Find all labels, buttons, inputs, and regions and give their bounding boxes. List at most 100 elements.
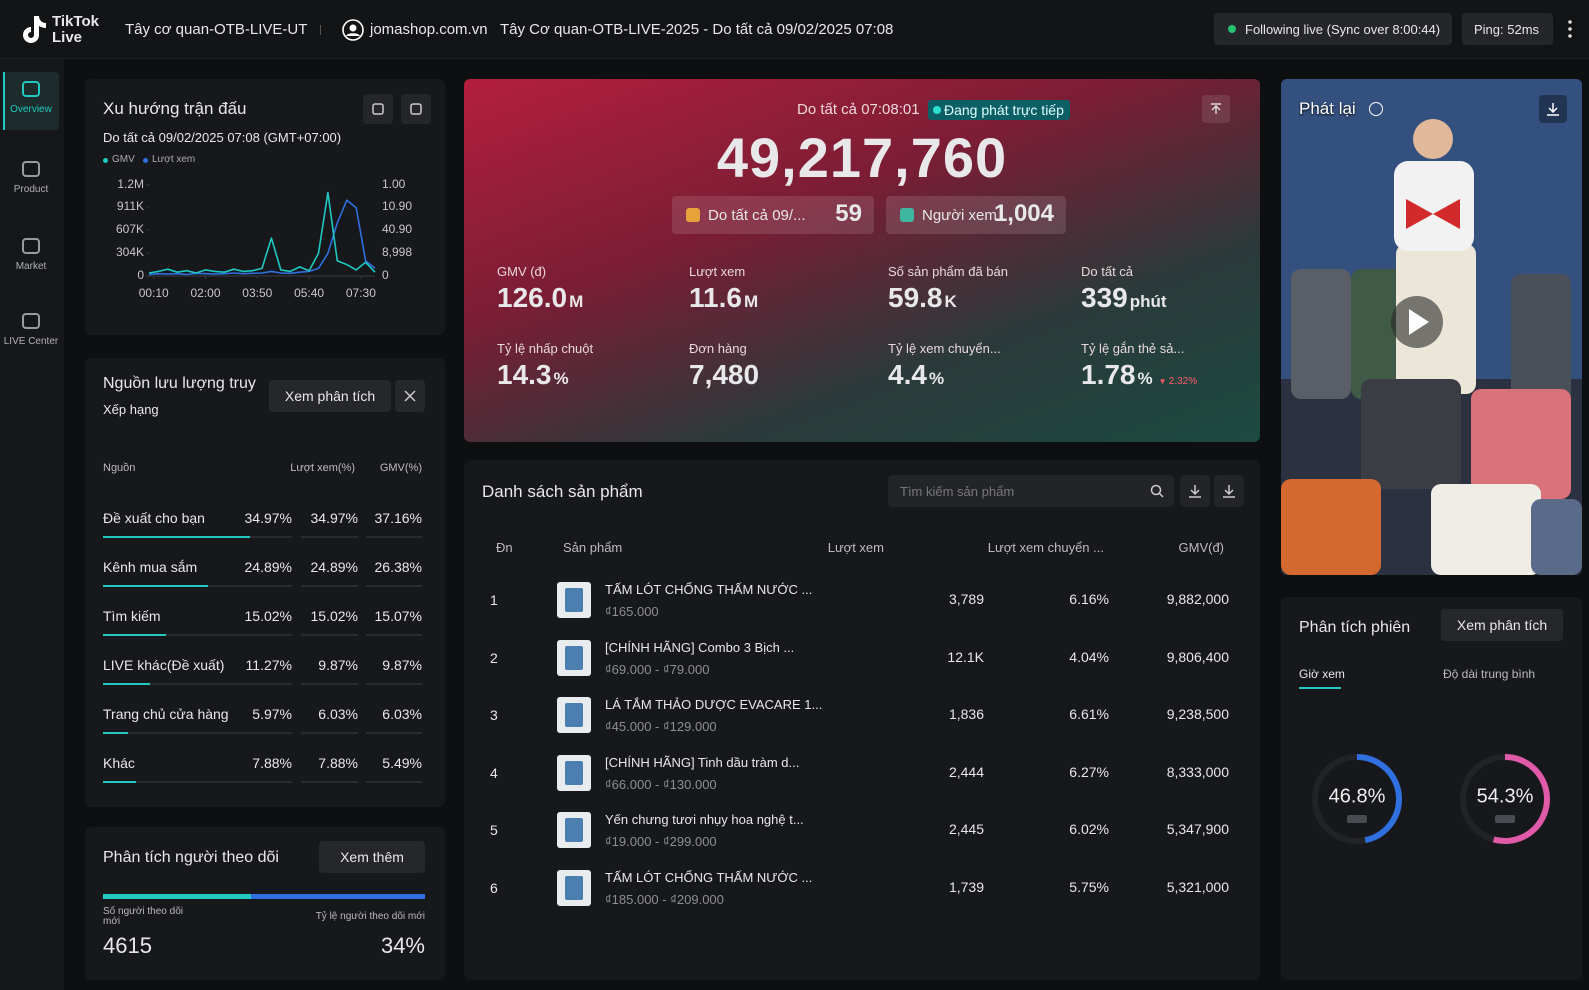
user-icon	[342, 19, 364, 41]
icon-button[interactable]	[1180, 475, 1210, 507]
user-icon-body	[346, 33, 360, 37]
metric-unit: M	[569, 292, 584, 311]
metric-label: Đơn hàng	[689, 341, 747, 356]
chip-icon	[686, 208, 700, 222]
progress-track	[301, 683, 358, 685]
logo-text: Live	[52, 29, 83, 46]
icon-button[interactable]	[401, 94, 431, 124]
play-triangle	[1409, 309, 1429, 335]
progress-bar	[103, 732, 129, 734]
gauge-label: 54.3%	[1477, 785, 1534, 807]
thumb-art	[565, 818, 583, 842]
logo-shape	[23, 16, 46, 43]
nav-item[interactable]: LIVE Center	[3, 304, 59, 362]
gmv: 5,347,900	[1166, 821, 1229, 837]
source-value: 37.16%	[374, 510, 422, 526]
x-tick-label: 05:40	[294, 286, 324, 300]
nav-label: LIVE Center	[3, 336, 59, 347]
product-thumb	[557, 639, 591, 676]
metric-value: 59.8 K	[888, 282, 957, 314]
y-tick-label: 607K	[116, 222, 144, 236]
search-box[interactable]: Tìm kiếm sản phẩm	[888, 475, 1174, 507]
metric-label: GMV (đ)	[497, 264, 547, 279]
more-menu	[1568, 20, 1572, 38]
gmv: 9,806,400	[1166, 648, 1229, 665]
product-thumb	[557, 582, 591, 618]
metric-label: Tỷ lệ xem chuyển...	[888, 341, 1001, 356]
nav-icon-shape	[22, 161, 40, 177]
tab[interactable]: Độ dài trung bình	[1443, 667, 1536, 681]
metric-number: 11.6	[689, 282, 742, 313]
source-name: LIVE khác(Đề xuất)	[103, 657, 225, 673]
total-gmv: 49,217,760	[716, 126, 1008, 189]
progress-track	[103, 634, 292, 636]
source-value: 5.49%	[382, 755, 422, 771]
luggage	[1471, 389, 1571, 499]
shop-name[interactable]: jomashop.com.vn	[370, 21, 488, 38]
gmv: 8,333,000	[1166, 763, 1229, 780]
metric-number: 1.78	[1081, 359, 1136, 390]
user-icon-head	[349, 24, 357, 32]
stat-chip: Do tất cả 09/... 59	[672, 196, 874, 234]
product-name: TẤM LÓT CHỐNG THẤM NƯỚC ...	[605, 869, 813, 885]
gauge-sub	[1347, 815, 1367, 823]
thumb-art	[565, 760, 583, 785]
y2-tick-label: 0	[382, 268, 389, 282]
source-value: 15.02%	[244, 608, 292, 624]
source-value: 34.97%	[244, 510, 292, 526]
tab-underline	[1299, 687, 1341, 689]
analyze-button[interactable]: Xem phân tích	[1441, 609, 1563, 641]
download-icon	[1547, 103, 1559, 116]
more-button[interactable]: Xem thêm	[319, 841, 425, 873]
chip-label: Người xem	[922, 207, 997, 224]
follower-card: Phân tích người theo dõi Xem thêm Số người…	[85, 827, 445, 980]
x-tick-label: 03:50	[242, 286, 272, 300]
gmv: 9,882,000	[1166, 591, 1229, 607]
nav-item[interactable]: Product	[3, 152, 59, 210]
product-name: [CHÍNH HÃNG] Tinh dầu tràm d...	[605, 754, 800, 770]
analyze-button[interactable]: Xem phân tích	[269, 380, 391, 412]
source-value: 15.07%	[374, 608, 422, 624]
x-tick-label: 07:30	[346, 286, 376, 300]
column-header: Nguồn	[103, 462, 136, 474]
button-icon	[1189, 485, 1201, 498]
metric-value: 4.4%	[888, 359, 944, 391]
chip-value: 1,004	[993, 200, 1054, 227]
source-value: 11.27%	[245, 657, 292, 673]
progress-track	[103, 781, 292, 783]
person-body	[1394, 161, 1474, 251]
live-time: Do tất cả 07:08:01	[797, 101, 920, 118]
thumb-art	[565, 588, 583, 612]
source-name: Tìm kiếm	[103, 608, 161, 624]
search-icon	[1150, 484, 1164, 498]
icon-button[interactable]	[363, 94, 393, 124]
nav-icon	[22, 238, 40, 254]
gmv: 5,321,000	[1166, 878, 1229, 895]
nav-label: Market	[15, 261, 47, 272]
views: 2,445	[948, 821, 984, 837]
source-value: 6.03%	[318, 706, 358, 722]
tab[interactable]: Giờ xem	[1299, 667, 1345, 681]
rank: 4	[490, 764, 498, 781]
product-thumb	[557, 812, 591, 848]
thumb-art	[565, 703, 583, 727]
icon-button[interactable]	[1214, 475, 1244, 507]
product-card: Danh sách sản phẩm Tìm kiếm sản phẩm Đn Sản…	[464, 460, 1260, 980]
stat-chip: Người xem 1,004	[886, 196, 1066, 234]
metric-number: 126.0	[497, 282, 568, 313]
icon-shape	[1223, 485, 1235, 498]
close-button[interactable]	[395, 380, 425, 412]
card-title: Phát lại	[1299, 99, 1356, 118]
account-name[interactable]: Tây cơ quan-OTB-LIVE-UT	[125, 21, 308, 38]
conversion: 6.02%	[1069, 821, 1109, 837]
nav-item[interactable]: Overview	[3, 72, 59, 130]
download-button[interactable]	[1539, 95, 1567, 123]
tiktok-logo	[23, 16, 46, 43]
live-badge: Đang phát trực tiếp	[928, 100, 1070, 120]
product-name: [CHÍNH HÃNG] Combo 3 Bịch ...	[605, 639, 795, 655]
metric-unit: %	[553, 369, 569, 388]
search-placeholder: Tìm kiếm sản phẩm	[900, 484, 1015, 499]
nav-item[interactable]: Market	[3, 229, 59, 287]
collapse-button[interactable]	[1202, 95, 1230, 123]
